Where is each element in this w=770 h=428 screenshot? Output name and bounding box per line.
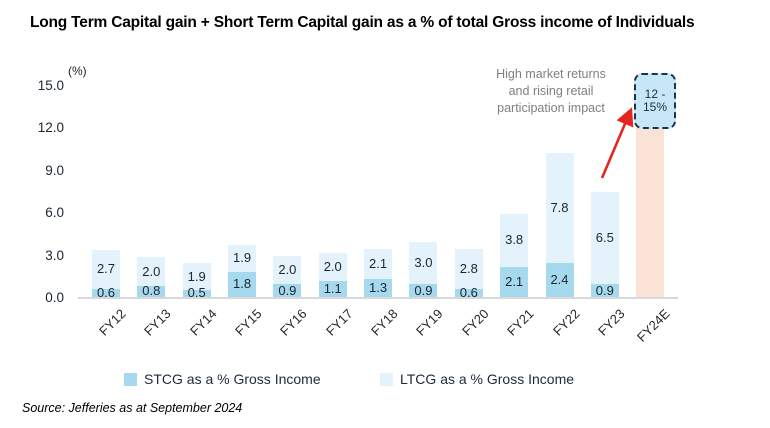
bar-ltcg-FY14 xyxy=(182,263,211,290)
annotation-line-2: and rising retail xyxy=(508,84,594,98)
annotation-line-3: participation impact xyxy=(497,101,605,115)
value-label-ltcg-FY20: 2.8 xyxy=(459,260,478,276)
legend-item-stcg: STCG as a % Gross Income xyxy=(124,371,321,387)
value-label-ltcg-FY15: 1.9 xyxy=(233,250,252,266)
bar-ltcg-FY20 xyxy=(454,248,483,289)
value-label-ltcg-FY19: 3.0 xyxy=(414,255,433,271)
forecast-callout-line-1: 12 - xyxy=(644,87,666,101)
value-label-stcg-FY20: 0.6 xyxy=(459,284,478,300)
bar-ltcg-FY13 xyxy=(137,257,166,286)
value-label-ltcg-FY17: 2.0 xyxy=(323,259,342,275)
value-label-stcg-FY18: 1.3 xyxy=(369,279,388,295)
bar-stcg-FY17 xyxy=(318,281,347,297)
bar-stcg-FY15 xyxy=(228,271,257,297)
value-label-stcg-FY13: 0.8 xyxy=(142,283,161,299)
y-tick-12.0: 12.0 xyxy=(37,120,64,136)
y-tick-6.0: 6.0 xyxy=(45,205,64,221)
x-tick-FY24E: FY24E xyxy=(634,306,673,345)
y-axis-unit-label: (%) xyxy=(68,64,87,78)
bar-ltcg-FY21 xyxy=(500,213,529,268)
value-label-ltcg-FY13: 2.0 xyxy=(142,263,161,279)
bar-ltcg-FY23 xyxy=(590,192,619,285)
value-label-stcg-FY23: 0.9 xyxy=(595,282,614,298)
bar-stcg-FY12 xyxy=(92,288,120,297)
bar-stcg-FY22 xyxy=(545,263,574,297)
annotation-line-1: High market returns xyxy=(496,67,606,81)
source-note: Source: Jefferies as at September 2024 xyxy=(22,401,243,415)
bar-ltcg-FY17 xyxy=(318,253,347,282)
bar-ltcg-FY22 xyxy=(545,152,574,264)
forecast-callout-line-2: 15% xyxy=(642,100,668,114)
value-label-ltcg-FY22: 7.8 xyxy=(550,199,569,215)
value-label-stcg-FY14: 0.5 xyxy=(187,285,206,301)
bar-stcg-FY16 xyxy=(273,284,302,297)
value-label-ltcg-FY23: 6.5 xyxy=(595,230,614,246)
value-label-stcg-FY22: 2.4 xyxy=(550,272,569,288)
stcg-legend-swatch-icon xyxy=(124,372,137,386)
bar-stcg-FY21 xyxy=(500,267,529,297)
ltcg-legend-swatch-icon xyxy=(380,372,393,386)
bar-stcg-FY20 xyxy=(454,288,483,297)
bar-ltcg-FY16 xyxy=(273,256,302,285)
bar-ltcg-FY18 xyxy=(364,248,393,279)
forecast-bar-FY24E xyxy=(636,127,665,297)
bar-stcg-FY19 xyxy=(409,284,438,297)
bar-ltcg-FY19 xyxy=(409,241,438,285)
bar-stcg-FY13 xyxy=(137,285,166,297)
value-label-stcg-FY15: 1.8 xyxy=(233,276,252,292)
y-tick-15.0: 15.0 xyxy=(37,78,64,94)
value-label-stcg-FY19: 0.9 xyxy=(414,282,433,298)
value-label-ltcg-FY16: 2.0 xyxy=(278,262,297,278)
value-label-ltcg-FY14: 1.9 xyxy=(187,268,206,284)
value-label-stcg-FY21: 2.1 xyxy=(505,274,524,290)
y-tick-3.0: 3.0 xyxy=(45,247,64,263)
bar-stcg-FY14 xyxy=(182,289,211,297)
x-axis-baseline xyxy=(78,297,678,299)
value-label-stcg-FY17: 1.1 xyxy=(323,281,342,297)
value-label-ltcg-FY18: 2.1 xyxy=(369,255,388,271)
y-tick-9.0: 9.0 xyxy=(45,162,64,178)
bar-ltcg-FY12 xyxy=(92,250,120,289)
annotation-text: High market returns and rising retail pa… xyxy=(470,66,632,117)
value-label-ltcg-FY21: 3.8 xyxy=(505,232,524,248)
legend-label-stcg: STCG as a % Gross Income xyxy=(144,371,321,387)
value-label-stcg-FY12: 0.6 xyxy=(96,284,116,300)
y-tick-0.0: 0.0 xyxy=(45,290,64,305)
value-label-ltcg-FY12: 2.7 xyxy=(96,261,116,277)
legend-label-ltcg: LTCG as a % Gross Income xyxy=(400,371,575,387)
bar-stcg-FY18 xyxy=(364,278,393,297)
bar-ltcg-FY15 xyxy=(228,244,257,272)
value-label-stcg-FY16: 0.9 xyxy=(278,282,297,298)
chart-title: Long Term Capital gain + Short Term Capi… xyxy=(30,14,695,31)
forecast-callout-box: 12 - 15% xyxy=(634,73,676,129)
bar-stcg-FY23 xyxy=(590,284,619,297)
legend-item-ltcg: LTCG as a % Gross Income xyxy=(380,371,574,387)
